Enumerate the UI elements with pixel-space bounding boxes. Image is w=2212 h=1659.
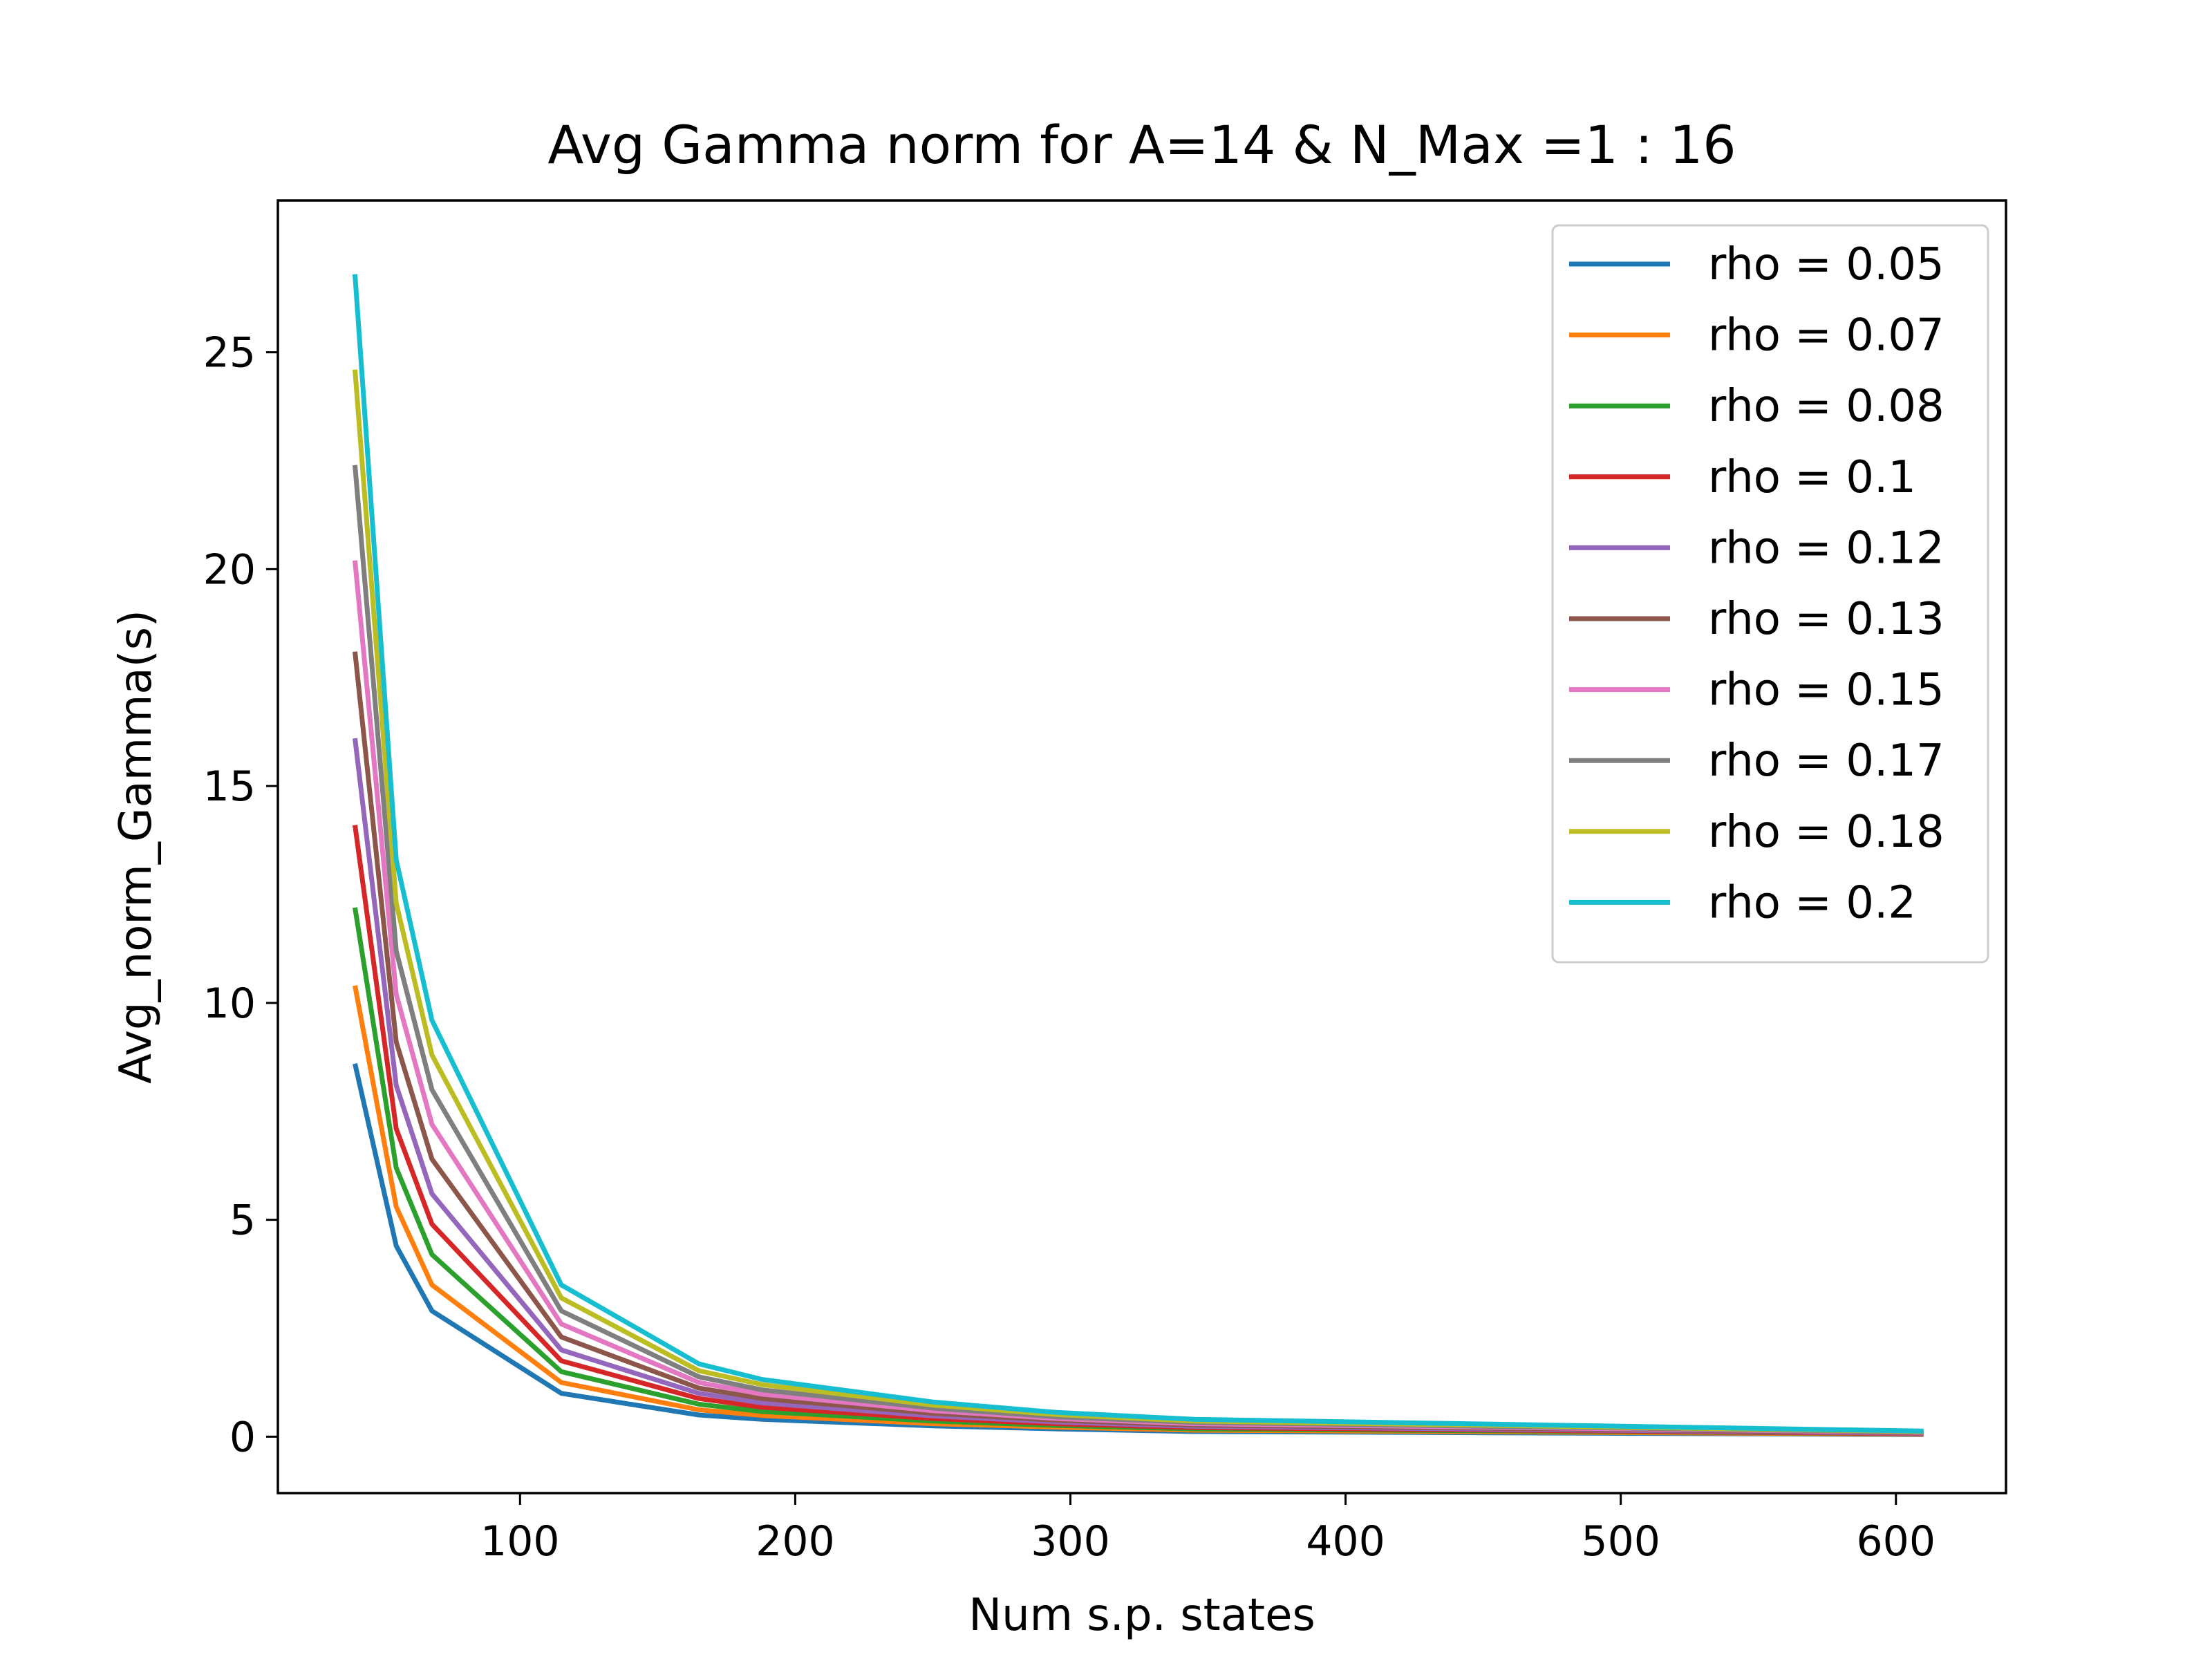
- x-tick-label: 300: [1031, 1517, 1110, 1566]
- legend-entry-label: rho = 0.13: [1708, 594, 1944, 645]
- y-axis: 0 5 10 15 20 25: [203, 329, 278, 1461]
- legend-entry-label: rho = 0.18: [1708, 807, 1944, 858]
- x-tick-label: 600: [1856, 1517, 1936, 1566]
- legend-entry-label: rho = 0.15: [1708, 665, 1944, 716]
- legend-box: [1551, 224, 1989, 964]
- legend-entry-label: rho = 0.05: [1708, 239, 1944, 290]
- y-axis-label: Avg_norm_Gamma(s): [111, 610, 162, 1084]
- y-tick-label: 20: [203, 545, 256, 594]
- x-tick-label: 400: [1306, 1517, 1385, 1566]
- x-axis-label: Num s.p. states: [968, 1590, 1315, 1641]
- legend-entry-label: rho = 0.07: [1708, 310, 1944, 362]
- chart-title: Avg Gamma norm for A=14 & N_Max =1 : 16: [547, 114, 1736, 176]
- legend-entry-label: rho = 0.2: [1708, 877, 1916, 928]
- series-line-10: [353, 274, 1924, 1434]
- y-tick-label: 10: [203, 980, 256, 1028]
- legend-entry-label: rho = 0.08: [1708, 381, 1944, 432]
- legend-entry-label: rho = 0.1: [1708, 452, 1916, 503]
- x-axis: 100 200 300 400 500 600: [480, 1493, 1936, 1566]
- plot-frame: [276, 199, 2007, 1494]
- y-tick-label: 15: [203, 762, 256, 811]
- x-tick-label: 200: [756, 1517, 835, 1566]
- x-tick-label: 500: [1581, 1517, 1660, 1566]
- legend-entry-label: rho = 0.17: [1708, 735, 1944, 787]
- legend[interactable]: rho = 0.05 rho = 0.07 rho = 0.08 rho = 0.1 r…: [1551, 224, 1989, 964]
- y-tick-label: 25: [203, 329, 256, 377]
- y-tick-label: 5: [229, 1197, 256, 1245]
- y-tick-label: 0: [229, 1413, 256, 1461]
- x-tick-label: 100: [480, 1517, 560, 1566]
- series-layer: [353, 274, 1924, 1437]
- plot-area: [276, 199, 2007, 1494]
- legend-entry-label: rho = 0.12: [1708, 523, 1944, 574]
